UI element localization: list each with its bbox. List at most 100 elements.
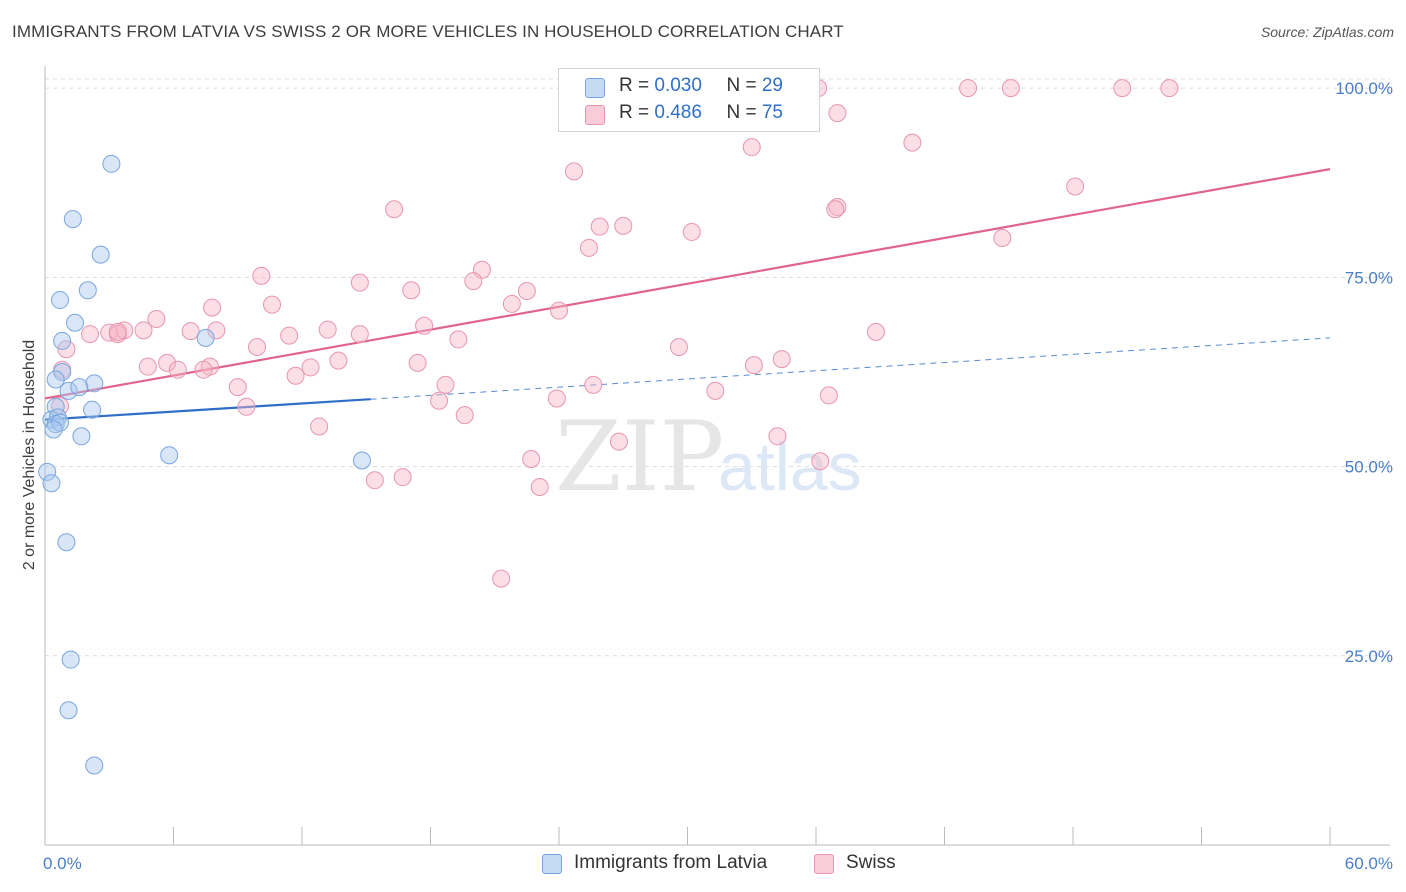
- swiss-point: [744, 356, 763, 375]
- swiss-point: [203, 298, 222, 317]
- swiss-point: [350, 273, 369, 292]
- legend-n-value: 75: [761, 102, 783, 123]
- swiss-point: [310, 417, 329, 436]
- swiss-point: [194, 360, 213, 379]
- swiss-point: [408, 353, 427, 372]
- bottom-legend-swatch-latvia: [542, 854, 562, 874]
- x-tick-label: 60.0%: [1345, 854, 1393, 873]
- latvia-point: [102, 154, 121, 173]
- swiss-point: [415, 316, 434, 335]
- swiss-point: [181, 322, 200, 341]
- trend-line-swiss: [44, 168, 1331, 400]
- x-tick-label: 0.0%: [43, 854, 82, 873]
- swiss-point: [903, 133, 922, 152]
- swiss-point: [682, 222, 701, 241]
- latvia-point: [160, 446, 179, 465]
- swiss-point: [168, 360, 187, 379]
- latvia-point: [72, 427, 91, 446]
- latvia-point: [53, 331, 72, 350]
- latvia-point: [63, 210, 82, 229]
- bottom-legend-label-swiss: Swiss: [846, 852, 896, 873]
- swiss-point: [993, 228, 1012, 247]
- swiss-point: [318, 320, 337, 339]
- swiss-point: [609, 432, 628, 451]
- legend-n-label: N =: [726, 102, 762, 123]
- swiss-point: [1001, 79, 1020, 98]
- swiss-point: [819, 386, 838, 405]
- swiss-point: [134, 321, 153, 340]
- trend-lines: [44, 168, 1331, 421]
- trend-line-latvia: [44, 398, 371, 421]
- latvia-point: [91, 245, 110, 264]
- data-points: [38, 79, 1179, 775]
- swiss-point: [252, 266, 271, 285]
- source-label: Source: ZipAtlas.com: [1260, 24, 1394, 40]
- swiss-point: [455, 406, 474, 425]
- legend-swatch-latvia: [585, 78, 605, 98]
- swiss-point: [237, 397, 256, 416]
- latvia-point: [59, 701, 78, 720]
- y-tick-label: 25.0%: [1345, 647, 1393, 666]
- legend-r-value: 0.030: [654, 75, 702, 96]
- swiss-point: [329, 351, 348, 370]
- swiss-point: [301, 358, 320, 377]
- swiss-point: [365, 471, 384, 490]
- swiss-point: [57, 340, 76, 359]
- axes: [44, 66, 1390, 846]
- swiss-point: [1113, 79, 1132, 98]
- swiss-point: [108, 322, 127, 341]
- swiss-point: [517, 281, 536, 300]
- swiss-point: [502, 294, 521, 313]
- swiss-point: [492, 569, 511, 588]
- legend-n-value: 29: [761, 75, 783, 96]
- latvia-point: [59, 381, 78, 400]
- latvia-point: [50, 413, 69, 432]
- y-tick-label: 75.0%: [1345, 268, 1393, 287]
- swiss-point: [579, 238, 598, 257]
- swiss-point: [828, 104, 847, 123]
- latvia-point: [42, 474, 61, 493]
- swiss-point: [706, 381, 725, 400]
- legend-n-label: N =: [726, 75, 762, 96]
- chart-title: IMMIGRANTS FROM LATVIA VS SWISS 2 OR MOR…: [12, 22, 844, 41]
- swiss-point: [402, 281, 421, 300]
- swiss-point: [393, 468, 412, 487]
- watermark-atlas: atlas: [718, 429, 862, 505]
- latvia-point: [85, 374, 104, 393]
- swiss-point: [280, 326, 299, 345]
- swiss-point: [147, 309, 166, 328]
- swiss-point: [742, 138, 761, 157]
- swiss-point: [464, 272, 483, 291]
- swiss-point: [550, 301, 568, 320]
- latvia-point: [53, 362, 72, 381]
- swiss-point: [385, 200, 404, 219]
- swiss-point: [828, 197, 847, 216]
- latvia-point: [57, 533, 76, 552]
- swiss-point: [866, 322, 885, 341]
- swiss-point: [228, 378, 247, 397]
- y-tick-label: 50.0%: [1345, 458, 1393, 477]
- swiss-point: [584, 375, 603, 394]
- swiss-point: [158, 353, 177, 372]
- watermark: ZIP atlas: [555, 401, 862, 513]
- swiss-point: [80, 325, 99, 344]
- swiss-point: [1066, 177, 1085, 196]
- swiss-point: [436, 375, 455, 394]
- latvia-point: [352, 451, 371, 470]
- swiss-point: [564, 162, 583, 181]
- swiss-point: [207, 321, 226, 340]
- latvia-point: [70, 378, 89, 397]
- swiss-point: [590, 217, 609, 236]
- gridlines: [45, 78, 1390, 657]
- swiss-point: [449, 330, 468, 349]
- legend-swatch-swiss: [585, 105, 605, 125]
- latvia-point: [83, 400, 102, 419]
- tick-labels: 25.0% 50.0% 75.0% 100.0% 0.0% 60.0%: [43, 79, 1393, 873]
- swiss-point: [772, 350, 791, 369]
- bottom-legend-label-latvia: Immigrants from Latvia: [574, 852, 768, 873]
- latvia-point: [46, 370, 65, 389]
- stats-legend: R = 0.030 N = 29 R = 0.486 N = 75: [558, 68, 820, 132]
- swiss-point: [522, 450, 541, 468]
- legend-r-label: R =: [619, 102, 655, 123]
- latvia-point: [50, 291, 69, 310]
